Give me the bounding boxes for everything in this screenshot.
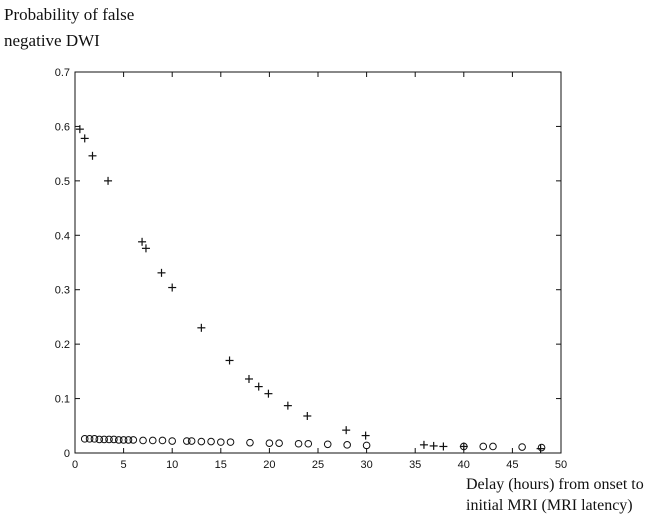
y-tick-label: 0.6 xyxy=(55,121,70,133)
plus-marker xyxy=(197,323,206,332)
plus-marker xyxy=(303,411,312,420)
y-axis-title-line-2: negative DWI xyxy=(4,31,100,50)
plus-marker xyxy=(536,444,545,453)
circle-marker xyxy=(460,442,468,451)
circle-marker xyxy=(105,435,113,444)
x-tick-label: 25 xyxy=(312,459,324,471)
y-axis-title-line-1: Probability of false xyxy=(4,5,135,24)
y-tick-label: 0.1 xyxy=(55,394,70,406)
x-tick-label: 30 xyxy=(360,459,372,471)
plus-marker xyxy=(157,268,166,277)
circle-marker xyxy=(110,435,118,444)
axis-ticks: 0 5 10 15 20 25 30 35 40 45 50 0 0.1 0.2 0.3 0.4 0.5 0.6 0… xyxy=(55,67,567,471)
plus-marker xyxy=(429,441,438,450)
plus-marker xyxy=(254,382,263,391)
plus-marker xyxy=(244,374,253,383)
x-tick-label: 40 xyxy=(458,459,470,471)
circle-marker xyxy=(537,443,546,452)
circle-marker xyxy=(197,437,206,446)
circle-marker xyxy=(323,440,332,449)
circle-marker xyxy=(80,435,89,443)
data-marks xyxy=(75,125,546,453)
plus-marker xyxy=(138,237,147,246)
plus-marker xyxy=(264,389,273,398)
circle-marker xyxy=(158,436,167,445)
plus-marker xyxy=(361,431,370,440)
plus-marker xyxy=(225,356,234,365)
circle-marker xyxy=(343,441,351,449)
plot-frame xyxy=(74,71,562,454)
circle-marker xyxy=(217,438,225,446)
circle-marker xyxy=(226,438,235,446)
x-tick-label: 35 xyxy=(409,459,421,471)
circle-marker xyxy=(85,435,94,443)
circle-marker xyxy=(304,439,313,448)
circle-marker xyxy=(95,435,104,444)
y-tick-label: 0.5 xyxy=(55,176,70,188)
x-tick-label: 10 xyxy=(166,459,178,471)
circle-marker xyxy=(114,436,123,444)
circle-marker xyxy=(119,436,128,444)
circle-marker xyxy=(148,436,157,445)
x-axis-title-line-1: Delay (hours) from onset to xyxy=(466,476,644,493)
circle-marker xyxy=(168,437,176,445)
circle-marker xyxy=(100,435,108,444)
circle-marker xyxy=(124,436,133,444)
y-tick-label: 0.7 xyxy=(55,67,70,79)
y-tick-label: 0 xyxy=(64,448,70,460)
y-tick-label: 0.2 xyxy=(55,339,70,351)
x-tick-label: 50 xyxy=(555,459,567,471)
plus-marker xyxy=(80,134,89,143)
plus-marker xyxy=(439,442,448,451)
circle-marker xyxy=(479,442,488,451)
y-tick-label: 0.3 xyxy=(55,285,70,297)
plus-marker xyxy=(459,442,468,451)
circle-marker xyxy=(187,437,196,445)
x-axis-title-line-2: initial MRI (MRI latency) xyxy=(466,497,633,514)
circle-marker xyxy=(139,436,147,445)
circle-marker xyxy=(129,436,138,444)
y-tick-label: 0.4 xyxy=(55,230,70,242)
plus-marker xyxy=(75,125,84,134)
plus-marker xyxy=(283,401,292,410)
circle-marker xyxy=(489,442,497,451)
plus-marker xyxy=(168,283,177,292)
y-axis-title: Probability of false negative DWI xyxy=(4,2,134,54)
x-tick-label: 20 xyxy=(263,459,275,471)
circle-marker xyxy=(294,439,303,448)
plus-marker xyxy=(342,426,351,435)
circle-marker xyxy=(246,438,254,447)
circle-marker xyxy=(362,441,371,450)
circle-marker xyxy=(265,439,274,448)
x-tick-label: 45 xyxy=(506,459,518,471)
plus-marker xyxy=(88,151,97,160)
plus-marker xyxy=(141,244,150,253)
plus-marker xyxy=(419,440,428,449)
circle-marker xyxy=(182,437,191,445)
circle-marker xyxy=(518,443,526,451)
circle-marker xyxy=(207,437,215,446)
x-axis-title: Delay (hours) from onset to initial MRI … xyxy=(466,474,644,516)
x-tick-label: 15 xyxy=(215,459,227,471)
circle-marker xyxy=(275,439,283,448)
circle-marker xyxy=(90,435,99,443)
x-tick-label: 0 xyxy=(72,459,78,471)
plus-marker xyxy=(104,176,113,185)
x-tick-label: 5 xyxy=(121,459,127,471)
